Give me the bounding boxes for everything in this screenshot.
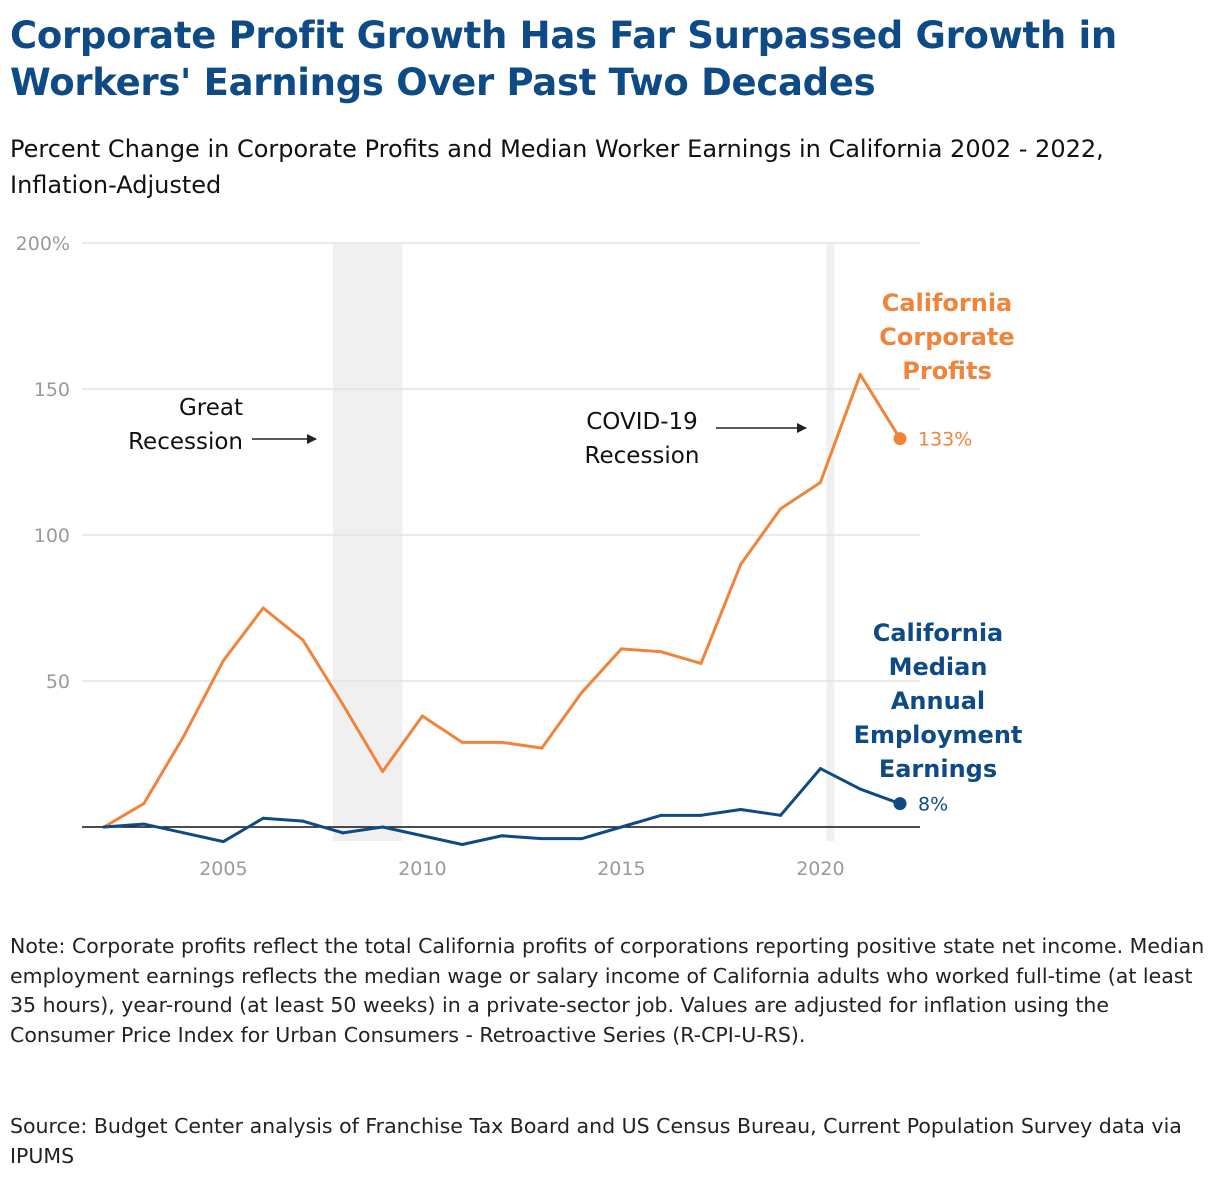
series-line-2 [102,767,902,847]
data-point [102,825,106,829]
source-note: Source: Budget Center analysis of Franch… [10,1114,1182,1168]
series-end-marker-1 [893,432,907,446]
x-tick-label: 2020 [796,858,844,880]
series-name-label: Profits [902,357,991,385]
great-recession-label-line1: Great [179,395,243,421]
recession-band-2 [826,243,835,841]
data-point [500,834,504,838]
data-point [779,507,783,511]
series-end-label-2: 8% [918,794,948,816]
data-point [699,813,703,817]
axes: 50 100 150 200% 2005 2010 2015 2020 [16,233,920,880]
series-end-marker-2 [893,797,907,811]
series-name-label: California [873,619,1004,647]
x-tick-label: 2015 [597,858,645,880]
data-point [818,480,822,484]
chart-subtitle: Percent Change in Corporate Profits and … [10,135,1104,199]
line-chart: 50 100 150 200% 2005 2010 2015 2020 Great Recess… [16,233,1023,880]
series-name-label: Annual [891,687,985,715]
data-point [540,746,544,750]
data-point [381,825,385,829]
y-tick-label: 50 [46,671,70,693]
data-point [182,734,186,738]
chart-title: Corporate Profit Growth Has Far Surpasse… [10,14,1117,104]
data-point [500,740,504,744]
data-point [261,816,265,820]
x-tick-label: 2005 [199,858,247,880]
data-point [580,691,584,695]
series-end-label-1: 133% [918,429,972,451]
x-tick-label: 2010 [398,858,446,880]
data-point [341,831,345,835]
data-point [341,702,345,706]
recession-shading [332,243,835,841]
y-tick-label: 150 [34,379,70,401]
series-name-label: California [882,289,1013,317]
recession-band-1 [332,243,403,841]
data-point [858,787,862,791]
y-tick-label: 100 [34,525,70,547]
data-point [580,837,584,841]
covid-recession-label-line2: Recession [585,443,700,469]
data-point [221,840,225,844]
data-point [818,767,822,771]
covid-recession-label-line1: COVID-19 [586,409,698,435]
series-name-label: Earnings [879,755,997,783]
data-point [619,825,623,829]
data-point [420,834,424,838]
data-point [779,813,783,817]
data-point [142,822,146,826]
data-point [142,802,146,806]
data-point [739,562,743,566]
annotations: Great Recession COVID-19 Recession [128,395,807,469]
data-point [739,807,743,811]
data-point [221,659,225,663]
series-lines [102,372,907,847]
series-name-label: Corporate [879,323,1014,351]
data-point [699,661,703,665]
gridlines [82,242,920,682]
data-point [619,647,623,651]
data-point [540,837,544,841]
data-point [420,714,424,718]
data-point [261,606,265,610]
data-point [381,770,385,774]
footnote: Note: Corporate profits reflect the tota… [10,934,1205,1047]
data-point [460,843,464,847]
data-point [460,740,464,744]
data-point [182,831,186,835]
series-name-label: Employment [854,721,1023,749]
series-labels: 133% California Corporate Profits 8% Californ… [854,289,1023,816]
data-point [858,372,862,376]
y-tick-label: 200% [16,233,70,255]
data-point [301,819,305,823]
great-recession-label-line2: Recession [128,429,243,455]
data-point [659,813,663,817]
series-name-label: Median [889,653,988,681]
data-point [301,638,305,642]
data-point [659,650,663,654]
